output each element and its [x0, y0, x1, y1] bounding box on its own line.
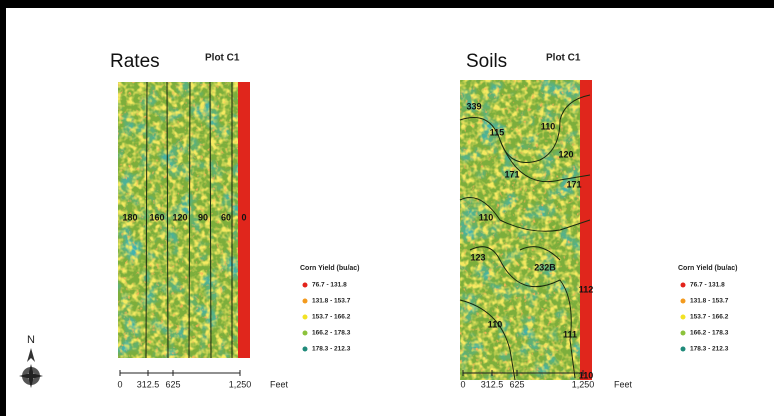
map-title: Rates	[110, 51, 160, 72]
legend-swatch	[681, 347, 686, 352]
zone-label: 171	[566, 179, 581, 189]
zone-label: 339	[466, 101, 481, 111]
legend-swatch	[303, 283, 308, 288]
red-strip	[580, 80, 592, 380]
scale-bar: 0 312.5 625 1,250 Feet	[117, 370, 288, 389]
legend-swatch	[681, 315, 686, 320]
zone-label: 171	[504, 169, 519, 179]
legend: Corn Yield (bu/ac) 76.7 - 131.8 131.8 - 15…	[678, 265, 738, 353]
north-arrow: N	[19, 334, 43, 388]
zone-label: 160	[149, 212, 164, 222]
zone-label: 120	[558, 149, 573, 159]
zone-label: 60	[221, 212, 231, 222]
legend-item: 153.7 - 166.2	[690, 314, 729, 321]
legend-swatch	[681, 299, 686, 304]
legend-item: 131.8 - 153.7	[312, 298, 351, 305]
zone-label: 110	[479, 212, 494, 222]
legend-title: Corn Yield (bu/ac)	[300, 265, 360, 272]
legend-swatch	[303, 315, 308, 320]
legend-swatch	[303, 331, 308, 336]
scale-tick-label: 1,250	[229, 379, 252, 389]
legend-item: 178.3 - 212.3	[312, 346, 351, 353]
scale-unit: Feet	[614, 379, 633, 389]
plot-label: Plot C1	[205, 53, 240, 64]
legend-item: 178.3 - 212.3	[690, 346, 729, 353]
legend-item: 76.7 - 131.8	[690, 282, 725, 289]
left-border	[0, 0, 6, 416]
scale-tick-label: 312.5	[481, 379, 504, 389]
legend-item: 166.2 - 178.3	[690, 330, 729, 337]
zone-label: 90	[198, 212, 208, 222]
zone-label: 120	[172, 212, 187, 222]
legend-title: Corn Yield (bu/ac)	[678, 265, 738, 272]
legend-swatch	[681, 331, 686, 336]
scale-tick-label: 0	[460, 379, 465, 389]
zone-label: 115	[490, 127, 505, 137]
scale-tick-label: 0	[117, 379, 122, 389]
zone-label: 111	[563, 329, 577, 339]
zone-label: 0	[241, 212, 246, 222]
legend-item: 76.7 - 131.8	[312, 282, 347, 289]
scale-tick-label: 1,250	[572, 379, 595, 389]
zone-label: 112	[579, 284, 594, 294]
legend-swatch	[303, 299, 308, 304]
legend-item: 153.7 - 166.2	[312, 314, 351, 321]
scale-tick-label: 625	[509, 379, 524, 389]
scale-tick-label: 625	[165, 379, 180, 389]
figure: Rates Plot C1 180 160 120 90 60 0 0 312.5 625 1,…	[0, 0, 774, 416]
scale-unit: Feet	[270, 379, 289, 389]
north-label: N	[27, 334, 35, 346]
legend: Corn Yield (bu/ac) 76.7 - 131.8 131.8 - 15…	[300, 265, 360, 353]
top-border	[0, 0, 774, 8]
map-title: Soils	[466, 51, 507, 72]
plot-label: Plot C1	[546, 53, 581, 64]
zone-label: 110	[488, 319, 503, 329]
scale-tick-label: 312.5	[137, 379, 160, 389]
page: Rates Plot C1 180 160 120 90 60 0 0 312.5 625 1,…	[0, 0, 774, 416]
legend-swatch	[303, 347, 308, 352]
zone-label: 232B	[534, 262, 556, 272]
zone-label: 180	[122, 212, 137, 222]
legend-swatch	[681, 283, 686, 288]
legend-item: 131.8 - 153.7	[690, 298, 729, 305]
zone-label: 123	[470, 252, 485, 262]
zone-label: 110	[541, 121, 556, 131]
legend-item: 166.2 - 178.3	[312, 330, 351, 337]
